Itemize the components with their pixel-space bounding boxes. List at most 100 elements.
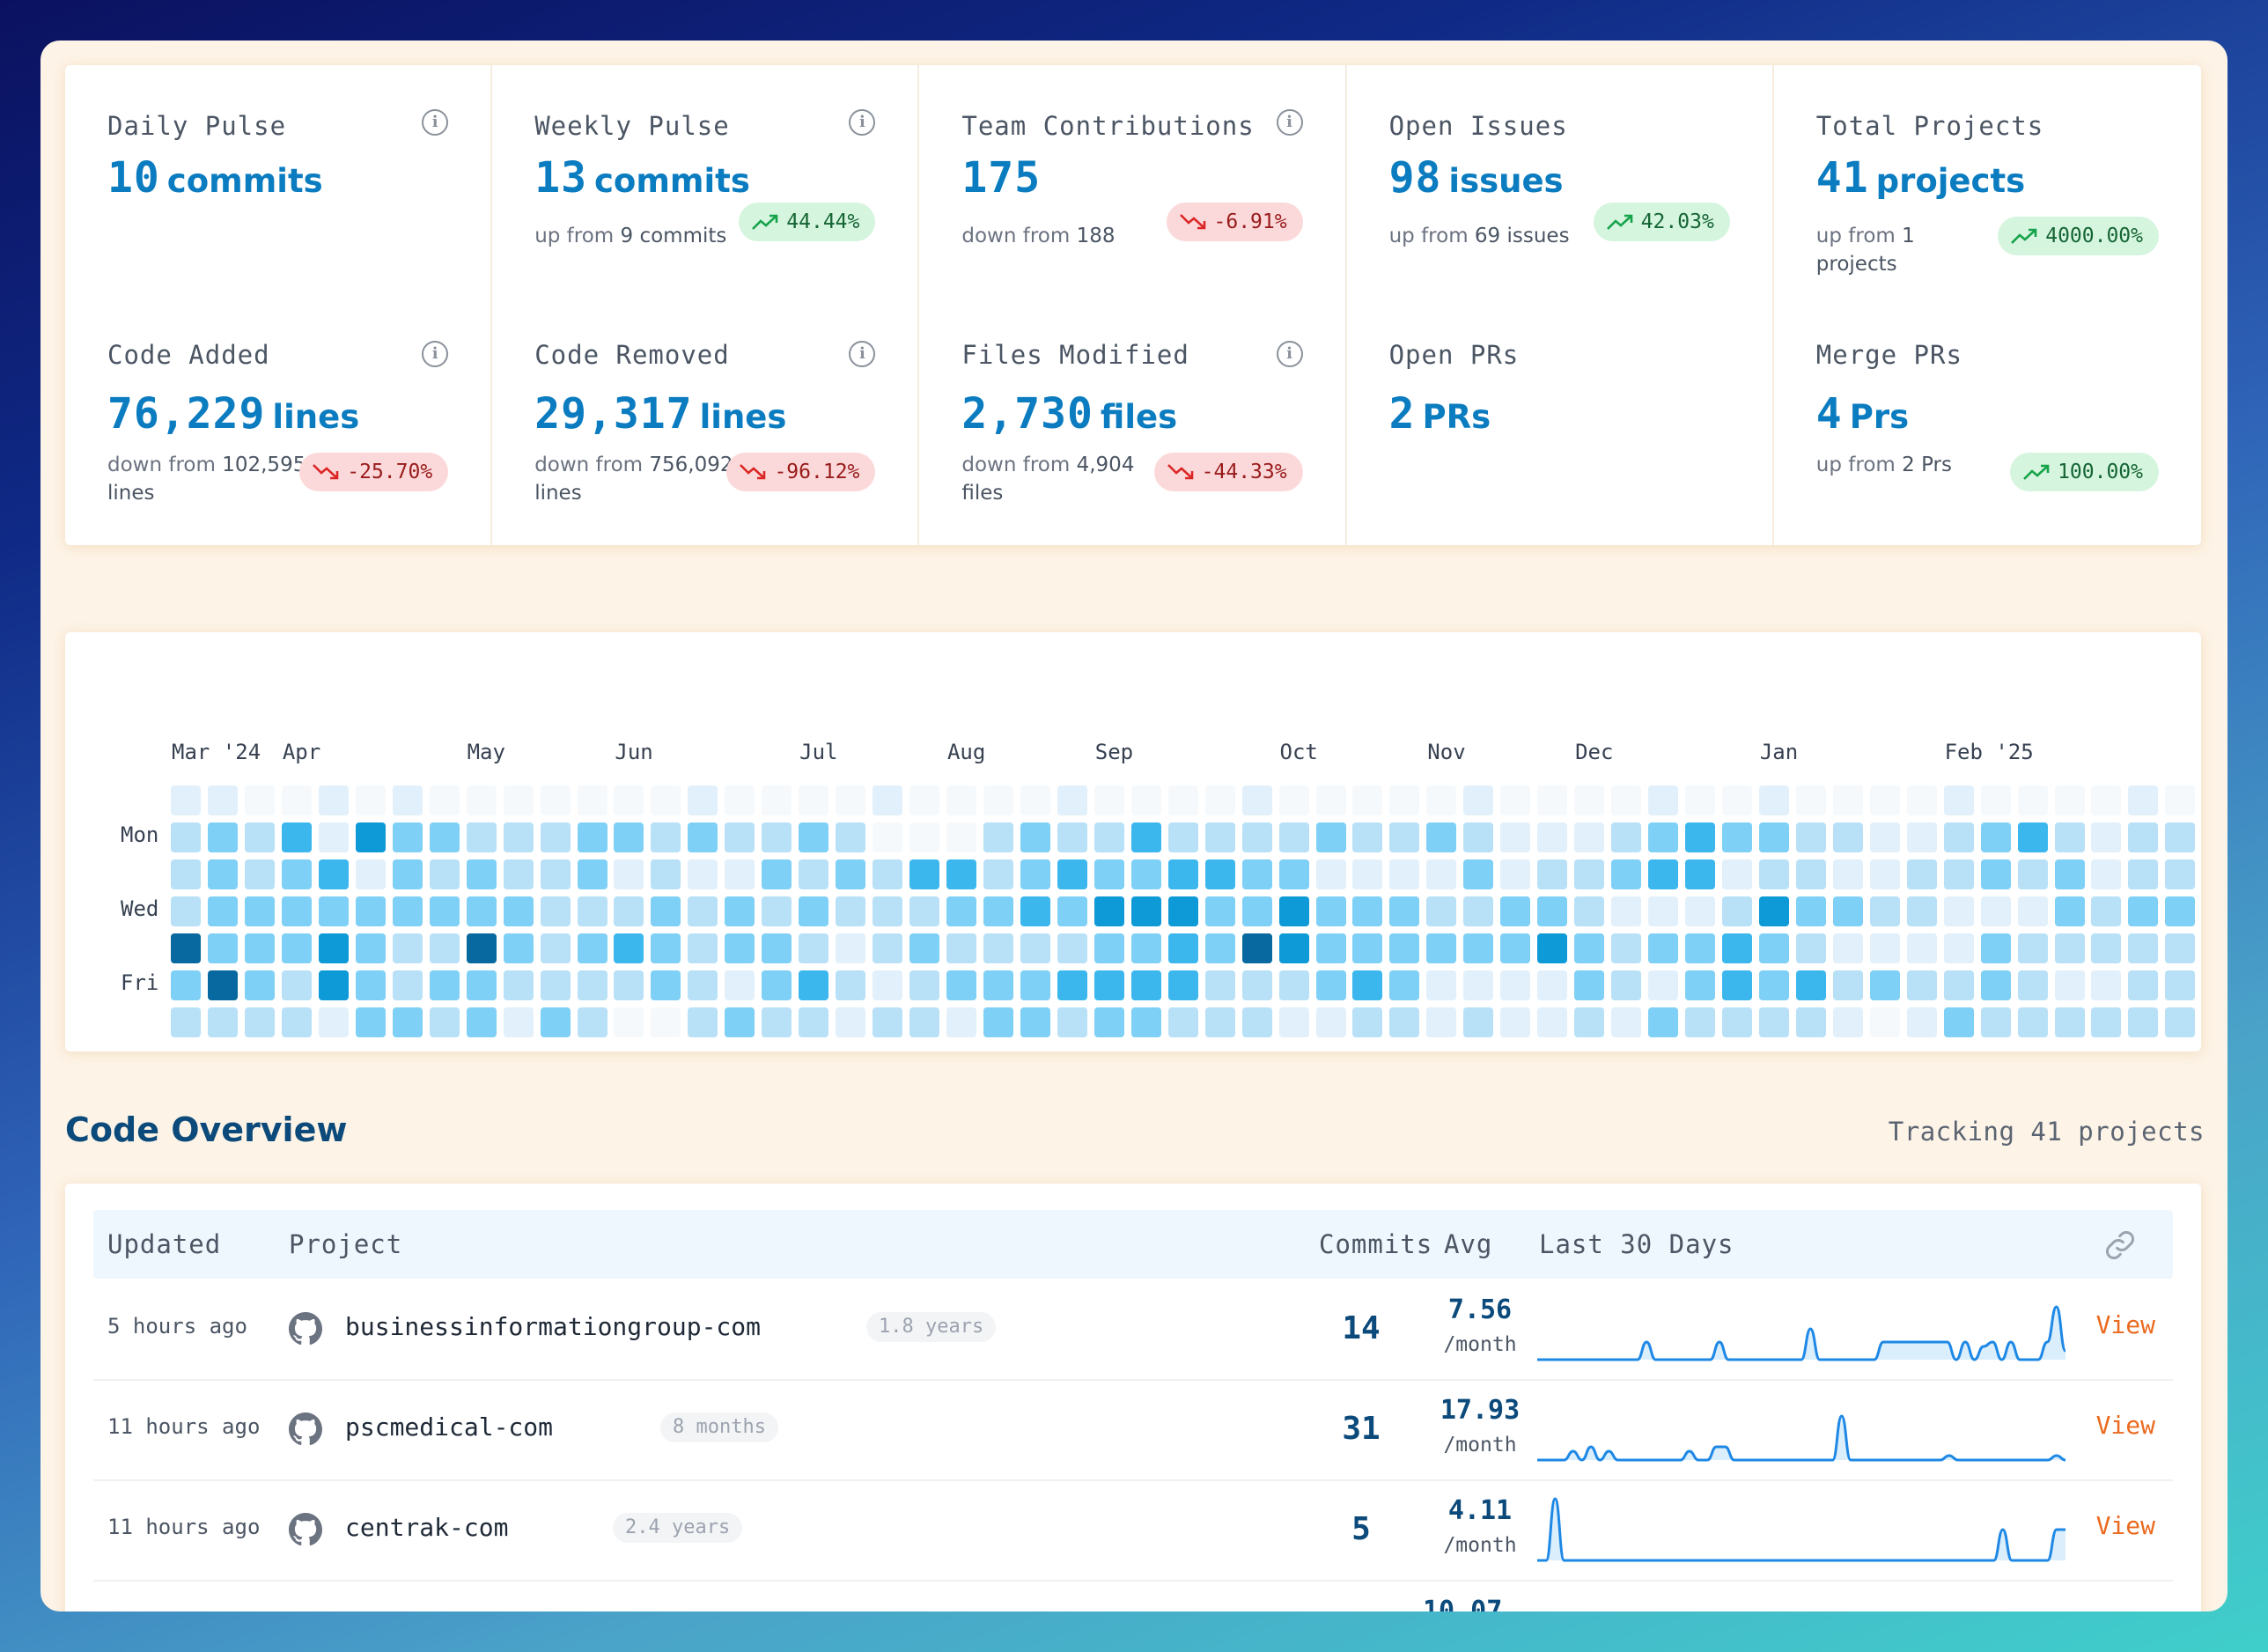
heatmap-cell[interactable] xyxy=(1057,785,1087,815)
heatmap-cell[interactable] xyxy=(540,933,571,963)
heatmap-cell[interactable] xyxy=(1204,822,1235,852)
heatmap-cell[interactable] xyxy=(614,859,644,889)
heatmap-cell[interactable] xyxy=(2128,859,2159,889)
heatmap-cell[interactable] xyxy=(1611,896,1642,926)
heatmap-cell[interactable] xyxy=(2017,859,2048,889)
heatmap-cell[interactable] xyxy=(1094,1007,1124,1037)
heatmap-cell[interactable] xyxy=(1795,933,1826,963)
heatmap-cell[interactable] xyxy=(1352,785,1383,815)
heatmap-cell[interactable] xyxy=(1352,859,1383,889)
heatmap-cell[interactable] xyxy=(207,896,238,926)
view-link[interactable]: View xyxy=(2095,1511,2155,1540)
heatmap-cell[interactable] xyxy=(1611,933,1642,963)
heatmap-cell[interactable] xyxy=(429,896,460,926)
heatmap-cell[interactable] xyxy=(503,970,534,1000)
heatmap-cell[interactable] xyxy=(1426,896,1457,926)
heatmap-cell[interactable] xyxy=(651,859,681,889)
heatmap-cell[interactable] xyxy=(1094,785,1124,815)
heatmap-cell[interactable] xyxy=(1500,822,1531,852)
heatmap-cell[interactable] xyxy=(2128,970,2159,1000)
heatmap-cell[interactable] xyxy=(1574,1007,1605,1037)
heatmap-cell[interactable] xyxy=(688,1007,718,1037)
heatmap-cell[interactable] xyxy=(2128,1007,2159,1037)
heatmap-cell[interactable] xyxy=(614,970,644,1000)
heatmap-cell[interactable] xyxy=(1685,896,1715,926)
heatmap-cell[interactable] xyxy=(1130,896,1161,926)
heatmap-cell[interactable] xyxy=(1943,896,1974,926)
heatmap-cell[interactable] xyxy=(1832,785,1863,815)
heatmap-cell[interactable] xyxy=(1869,933,1900,963)
heatmap-cell[interactable] xyxy=(281,933,312,963)
heatmap-cell[interactable] xyxy=(1204,859,1235,889)
heatmap-cell[interactable] xyxy=(2054,822,2085,852)
heatmap-cell[interactable] xyxy=(1611,785,1642,815)
heatmap-cell[interactable] xyxy=(1795,1007,1826,1037)
heatmap-cell[interactable] xyxy=(1278,896,1309,926)
heatmap-cell[interactable] xyxy=(281,822,312,852)
heatmap-cell[interactable] xyxy=(1943,785,1974,815)
heatmap-cell[interactable] xyxy=(725,1007,755,1037)
info-icon[interactable]: i xyxy=(849,109,876,136)
heatmap-cell[interactable] xyxy=(281,970,312,1000)
heatmap-cell[interactable] xyxy=(1315,822,1346,852)
heatmap-cell[interactable] xyxy=(355,933,386,963)
heatmap-cell[interactable] xyxy=(1648,822,1678,852)
heatmap-cell[interactable] xyxy=(2054,896,2085,926)
heatmap-cell[interactable] xyxy=(355,896,386,926)
heatmap-cell[interactable] xyxy=(392,822,423,852)
heatmap-cell[interactable] xyxy=(2054,859,2085,889)
heatmap-cell[interactable] xyxy=(1241,822,1272,852)
heatmap-cell[interactable] xyxy=(651,896,681,926)
heatmap-cell[interactable] xyxy=(688,785,718,815)
heatmap-cell[interactable] xyxy=(1463,896,1494,926)
heatmap-cell[interactable] xyxy=(244,970,275,1000)
heatmap-cell[interactable] xyxy=(651,785,681,815)
heatmap-cell[interactable] xyxy=(1906,859,1937,889)
heatmap-cell[interactable] xyxy=(1204,1007,1235,1037)
heatmap-cell[interactable] xyxy=(2165,933,2196,963)
heatmap-cell[interactable] xyxy=(1721,970,1752,1000)
heatmap-cell[interactable] xyxy=(651,822,681,852)
heatmap-cell[interactable] xyxy=(1389,896,1420,926)
heatmap-cell[interactable] xyxy=(725,896,755,926)
heatmap-cell[interactable] xyxy=(873,1007,903,1037)
heatmap-cell[interactable] xyxy=(1906,785,1937,815)
heatmap-cell[interactable] xyxy=(392,933,423,963)
heatmap-cell[interactable] xyxy=(1943,822,1974,852)
heatmap-cell[interactable] xyxy=(355,970,386,1000)
heatmap-cell[interactable] xyxy=(503,822,534,852)
heatmap-cell[interactable] xyxy=(1758,1007,1789,1037)
heatmap-cell[interactable] xyxy=(1241,785,1272,815)
heatmap-cell[interactable] xyxy=(1020,896,1050,926)
heatmap-cell[interactable] xyxy=(1130,1007,1161,1037)
heatmap-cell[interactable] xyxy=(1721,933,1752,963)
heatmap-cell[interactable] xyxy=(1832,859,1863,889)
heatmap-cell[interactable] xyxy=(762,822,792,852)
heatmap-cell[interactable] xyxy=(281,859,312,889)
heatmap-cell[interactable] xyxy=(171,933,201,963)
heatmap-cell[interactable] xyxy=(614,1007,644,1037)
heatmap-cell[interactable] xyxy=(1278,1007,1309,1037)
heatmap-cell[interactable] xyxy=(1352,822,1383,852)
heatmap-cell[interactable] xyxy=(1648,933,1678,963)
heatmap-cell[interactable] xyxy=(1167,1007,1198,1037)
link-icon[interactable] xyxy=(2102,1228,2138,1263)
heatmap-cell[interactable] xyxy=(1463,933,1494,963)
heatmap-cell[interactable] xyxy=(1241,1007,1272,1037)
heatmap-cell[interactable] xyxy=(171,785,201,815)
heatmap-cell[interactable] xyxy=(1241,896,1272,926)
heatmap-cell[interactable] xyxy=(1795,822,1826,852)
heatmap-cell[interactable] xyxy=(540,970,571,1000)
table-row[interactable]: 11 hours ago pscmedical-com 8 months 31 … xyxy=(93,1379,2173,1481)
heatmap-cell[interactable] xyxy=(873,933,903,963)
heatmap-cell[interactable] xyxy=(171,1007,201,1037)
heatmap-cell[interactable] xyxy=(1980,859,2011,889)
heatmap-cell[interactable] xyxy=(1463,859,1494,889)
table-row[interactable]: 11 hours ago centrak-com 2.4 years 5 4.1… xyxy=(93,1479,2173,1582)
heatmap-cell[interactable] xyxy=(577,785,608,815)
heatmap-cell[interactable] xyxy=(1241,970,1272,1000)
heatmap-cell[interactable] xyxy=(1389,785,1420,815)
heatmap-cell[interactable] xyxy=(503,1007,534,1037)
heatmap-cell[interactable] xyxy=(1721,859,1752,889)
heatmap-cell[interactable] xyxy=(909,822,939,852)
